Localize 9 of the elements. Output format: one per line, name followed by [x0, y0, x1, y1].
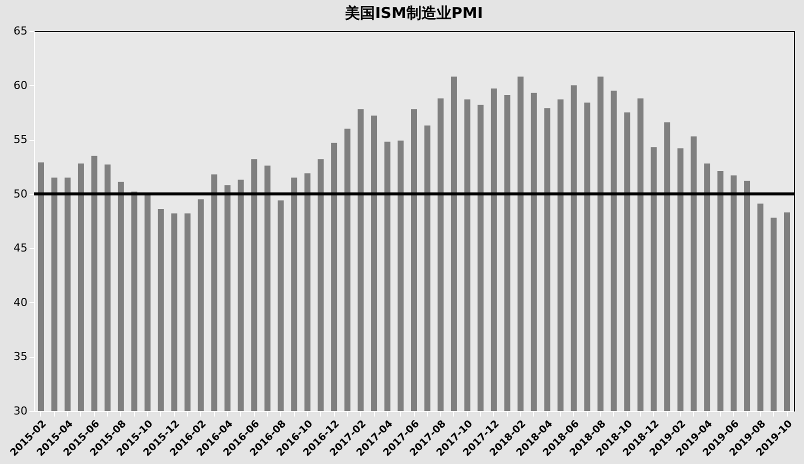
y-tick-label: 40 [14, 296, 28, 309]
y-tick-label: 55 [14, 133, 28, 146]
y-tick-label: 30 [14, 404, 28, 418]
y-tick-label: 45 [14, 242, 28, 255]
y-tick-label: 35 [14, 350, 28, 364]
chart-title: 美国ISM制造业PMI [344, 4, 483, 22]
y-tick-label: 65 [14, 24, 28, 38]
y-tick-label: 50 [14, 187, 28, 200]
y-tick-label: 60 [14, 78, 28, 92]
